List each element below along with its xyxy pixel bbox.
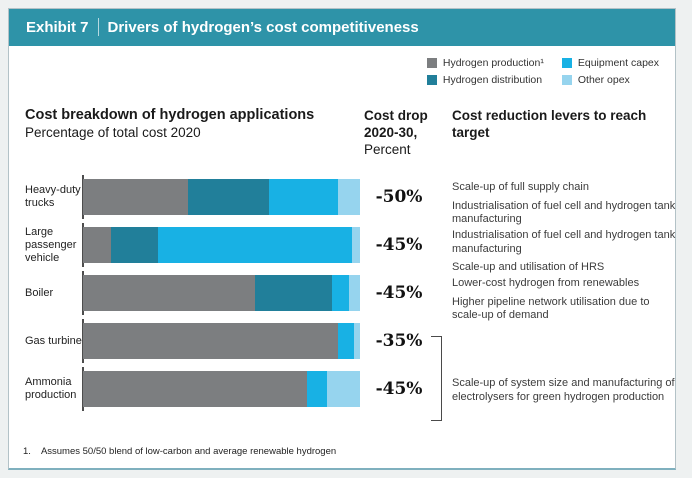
bar-segment-hydrogen-production: [83, 179, 189, 215]
footnote-number: 1.: [23, 446, 31, 457]
legend-item: Other opex: [561, 74, 659, 86]
axis-tick: [82, 271, 84, 315]
legend-label: Other opex: [577, 74, 630, 86]
bar-segment-hydrogen-production: [83, 323, 338, 359]
footnote: 1. Assumes 50/50 blend of low-carbon and …: [23, 446, 336, 457]
lever-text: Higher pipeline network utilisation due …: [452, 295, 650, 322]
bracket-lever-text: Scale-up of system size and manufacturin…: [452, 377, 675, 403]
bar-segment-equipment-capex: [337, 323, 355, 359]
category-label: Heavy-duty trucks: [25, 184, 81, 209]
axis-tick: [82, 175, 84, 219]
bar-segment-equipment-capex: [307, 371, 327, 407]
drop-header-line2: 2020-30,: [364, 125, 418, 140]
bar-segment-hydrogen-distribution: [188, 179, 269, 215]
drop-column-header: Cost drop 2020-30, Percent: [364, 107, 449, 158]
cost-drop-value: -35%: [375, 331, 423, 351]
legend-label: Hydrogen production¹: [442, 57, 544, 69]
stacked-bar: [83, 323, 360, 359]
bar-segment-other-opex: [326, 371, 360, 407]
group-bracket: [431, 336, 442, 421]
legend-item: Hydrogen distribution: [426, 74, 544, 86]
bar-segment-hydrogen-production: [83, 371, 308, 407]
bar-segment-equipment-capex: [332, 275, 349, 311]
category-label: Boiler: [25, 286, 54, 299]
lever-text: Industrialisation of fuel cell and hydro…: [452, 229, 676, 255]
legend-item: Equipment capex: [561, 57, 659, 69]
cost-drop-value: -50%: [375, 187, 423, 207]
lever-text: Industrialisation of fuel cell and hydro…: [452, 199, 676, 226]
exhibit-header: Exhibit 7 Drivers of hydrogen’s cost comp…: [9, 9, 675, 46]
lever-text: Scale-up and utilisation of HRS: [452, 261, 605, 273]
header-divider: [97, 18, 99, 36]
bar-segment-hydrogen-production: [83, 275, 255, 311]
bar-segment-hydrogen-distribution: [110, 227, 158, 263]
lever-text-block: Industrialisation of fuel cell and hydro…: [452, 229, 676, 280]
legend-label: Equipment capex: [577, 57, 659, 69]
cost-drop-value: -45%: [375, 283, 423, 303]
lever-text-block: Lower-cost hydrogen from renewables Highe…: [452, 277, 676, 328]
axis-tick: [82, 223, 84, 267]
lever-text-block: Scale-up of full supply chain Industriali…: [452, 181, 676, 232]
lever-text: Lower-cost hydrogen from renewables: [452, 277, 640, 289]
bar-segment-equipment-capex: [268, 179, 338, 215]
lever-text: Scale-up of full supply chain: [452, 181, 589, 193]
legend-swatch: [426, 58, 437, 68]
drop-header-line3: Percent: [364, 142, 411, 157]
axis-tick: [82, 367, 84, 411]
bar-segment-other-opex: [348, 275, 360, 311]
stacked-bar: [83, 371, 360, 407]
bar-segment-other-opex: [351, 227, 360, 263]
category-label: Gas turbine: [25, 334, 82, 347]
chart-subtitle: Percentage of total cost 2020: [25, 125, 201, 140]
footnote-text: Assumes 50/50 blend of low-carbon and av…: [40, 446, 337, 457]
stacked-bar: [83, 275, 360, 311]
bar-segment-equipment-capex: [157, 227, 352, 263]
bar-segment-hydrogen-distribution: [254, 275, 333, 311]
legend-swatch: [561, 58, 572, 68]
legend-item: Hydrogen production¹: [426, 57, 544, 69]
bar-segment-other-opex: [354, 323, 360, 359]
exhibit-title: Drivers of hydrogen’s cost competitivene…: [107, 19, 419, 36]
stacked-bar: [83, 179, 360, 215]
category-label: Ammonia production: [25, 376, 77, 401]
legend: Hydrogen production¹ Hydrogen distributio…: [426, 57, 659, 86]
exhibit-card: Exhibit 7 Drivers of hydrogen’s cost comp…: [8, 8, 676, 470]
stacked-bar: [83, 227, 360, 263]
bar-segment-other-opex: [337, 179, 360, 215]
drop-header-line1: Cost drop: [364, 108, 428, 123]
chart-title: Cost breakdown of hydrogen applications: [25, 107, 315, 123]
legend-swatch: [426, 75, 437, 85]
chart-column-header: Cost breakdown of hydrogen applications …: [25, 107, 355, 141]
legend-label: Hydrogen distribution: [442, 74, 543, 86]
legend-swatch: [561, 75, 572, 85]
bar-segment-hydrogen-production: [83, 227, 111, 263]
levers-column-header: Cost reduction levers to reach target: [452, 108, 647, 140]
cost-drop-value: -45%: [375, 235, 423, 255]
axis-tick: [82, 319, 84, 363]
exhibit-number: Exhibit 7: [26, 19, 89, 36]
cost-drop-value: -45%: [375, 379, 423, 399]
category-label: Large passenger vehicle: [25, 225, 77, 264]
